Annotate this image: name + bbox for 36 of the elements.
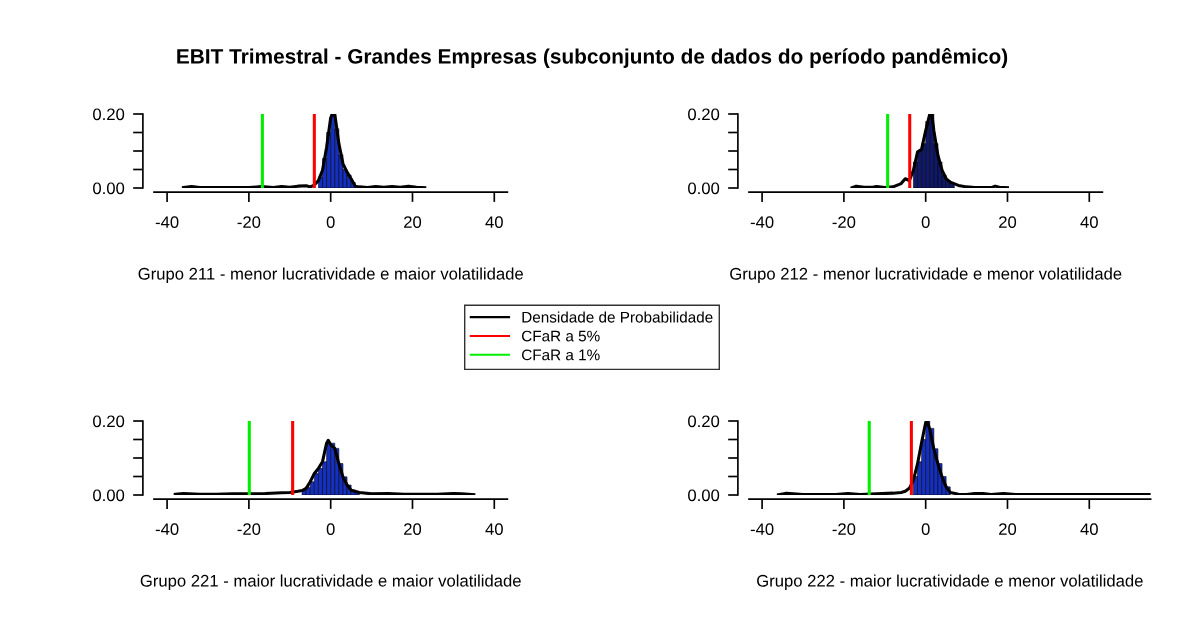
- legend-label: CFaR a 1%: [522, 349, 600, 361]
- x-axis-title: Grupo 212 - menor lucratividade e menor volatilidade: [730, 267, 1122, 283]
- x-tick-label: 20: [999, 523, 1017, 536]
- x-tick-label: 20: [404, 216, 422, 229]
- x-tick-label: -20: [237, 523, 261, 536]
- x-tick-label: 0: [326, 216, 335, 229]
- y-tick-label: 0.20: [93, 415, 125, 428]
- y-tick-label: 0.00: [93, 489, 125, 502]
- x-tick-label: 0: [921, 523, 930, 536]
- x-tick-label: -20: [237, 216, 261, 229]
- x-tick-label: -20: [832, 216, 856, 229]
- x-axis-title: Grupo 211 - menor lucratividade e maior volatilidade: [138, 267, 523, 283]
- x-tick-label: -40: [750, 523, 774, 536]
- x-tick-label: 40: [1080, 523, 1098, 536]
- y-tick-label: 0.00: [93, 182, 125, 195]
- y-tick-label: 0.00: [688, 182, 720, 195]
- x-axis-title: Grupo 222 - maior lucratividade e menor volatilidade: [757, 574, 1143, 590]
- x-tick-label: 0: [921, 216, 930, 229]
- x-tick-label: -40: [750, 216, 774, 229]
- x-tick-label: 20: [999, 216, 1017, 229]
- y-tick-label: 0.20: [688, 108, 720, 121]
- y-tick-label: 0.20: [93, 108, 125, 121]
- x-tick-label: -40: [155, 523, 179, 536]
- x-tick-label: 0: [326, 523, 335, 536]
- text: EBIT Trimestral - Grandes Empresas (subconjunto de dados do período pandêmico): [177, 48, 1008, 68]
- x-tick-label: -40: [155, 216, 179, 229]
- x-tick-label: 40: [1080, 216, 1098, 229]
- x-tick-label: 20: [404, 523, 422, 536]
- x-axis-title: Grupo 221 - maior lucratividade e maior volatilidade: [140, 574, 521, 590]
- legend-label: Densidade de Probabilidade: [522, 311, 713, 323]
- x-tick-label: 40: [485, 216, 503, 229]
- y-tick-label: 0.20: [688, 415, 720, 428]
- x-tick-label: 40: [485, 523, 503, 536]
- x-tick-label: -20: [832, 523, 856, 536]
- y-tick-label: 0.00: [688, 489, 720, 502]
- legend-label: CFaR a 5%: [522, 330, 600, 342]
